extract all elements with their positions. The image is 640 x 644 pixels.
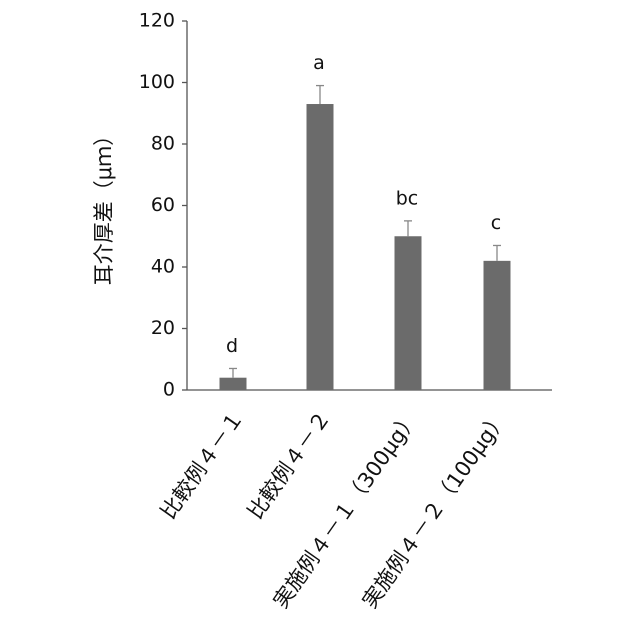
chart: 耳介厚差（μｍ） 0 20 40 60 80 100 120 d 比較例４－１ a 比較例４－２ bc… <box>0 0 640 640</box>
y-tick-label: 100 <box>139 71 175 93</box>
x-tick-label: 比較例４－２ <box>243 407 335 524</box>
annotation: d <box>226 335 238 357</box>
y-tick-label: 60 <box>151 194 175 216</box>
x-tick-label: 比較例４－１ <box>156 407 248 524</box>
x-tick-label: 実施例４－１（300μg） <box>269 407 423 613</box>
y-tick-label: 40 <box>151 256 175 278</box>
y-axis-label: 耳介厚差（μｍ） <box>92 125 116 285</box>
bar <box>484 261 511 390</box>
y-tick-label: 120 <box>139 10 175 32</box>
y-tick-label: 20 <box>151 317 175 339</box>
bar <box>395 236 422 390</box>
y-tick-label: 80 <box>151 133 175 155</box>
annotation: a <box>313 52 325 74</box>
annotation: c <box>491 212 501 234</box>
bar <box>307 104 334 390</box>
bar <box>220 378 247 390</box>
y-tick-label: 0 <box>163 379 175 401</box>
annotation: bc <box>396 187 419 209</box>
